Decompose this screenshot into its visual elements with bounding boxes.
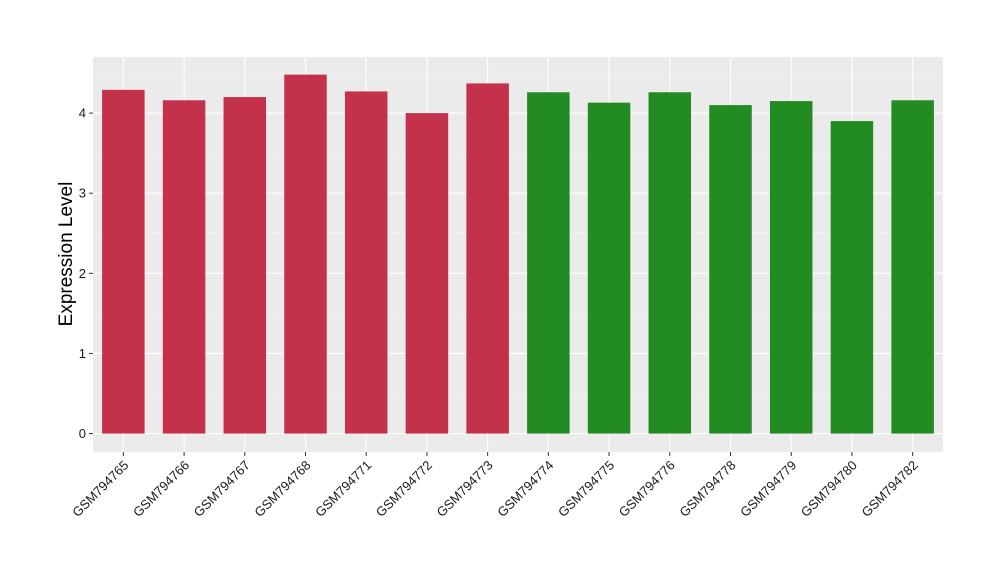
y-tick-label: 2: [79, 266, 86, 281]
x-tick-label: GSM794782: [859, 458, 921, 520]
bar: [709, 105, 752, 434]
x-tick-label: GSM794765: [69, 458, 131, 520]
bar: [284, 74, 327, 434]
bar: [527, 92, 570, 434]
plot-panel: [93, 57, 943, 452]
x-tick-label: GSM794779: [737, 458, 799, 520]
bar: [405, 113, 449, 434]
x-tick-label: GSM794776: [616, 458, 678, 520]
bars: [102, 74, 934, 434]
y-axis: 0 1 2 3 4: [79, 106, 93, 441]
x-tick-label: GSM794778: [676, 458, 738, 520]
x-tick-label: GSM794768: [251, 458, 313, 520]
bar: [466, 83, 509, 434]
bar: [648, 92, 692, 434]
x-axis: GSM794765GSM794766GSM794767GSM794768GSM7…: [69, 452, 921, 520]
y-tick-label: 1: [79, 346, 86, 361]
bar: [344, 91, 388, 434]
x-tick-label: GSM794773: [434, 458, 496, 520]
y-tick-label: 0: [79, 426, 86, 441]
x-tick-label: GSM794771: [312, 458, 374, 520]
x-tick-label: GSM794774: [494, 458, 556, 520]
x-tick-label: GSM794766: [130, 458, 192, 520]
y-tick-label: 3: [79, 186, 86, 201]
bar: [769, 101, 813, 434]
bar: [102, 89, 145, 434]
x-tick-label: GSM794775: [555, 458, 617, 520]
y-tick-label: 4: [79, 106, 86, 121]
bar: [830, 121, 874, 434]
bar: [223, 97, 267, 434]
x-tick-label: GSM794780: [798, 458, 860, 520]
bar: [891, 100, 934, 434]
x-tick-label: GSM794772: [373, 458, 435, 520]
y-axis-title: Expression Level: [56, 182, 77, 327]
bar: [587, 102, 631, 434]
bar: [162, 100, 206, 434]
x-tick-label: GSM794767: [191, 458, 253, 520]
